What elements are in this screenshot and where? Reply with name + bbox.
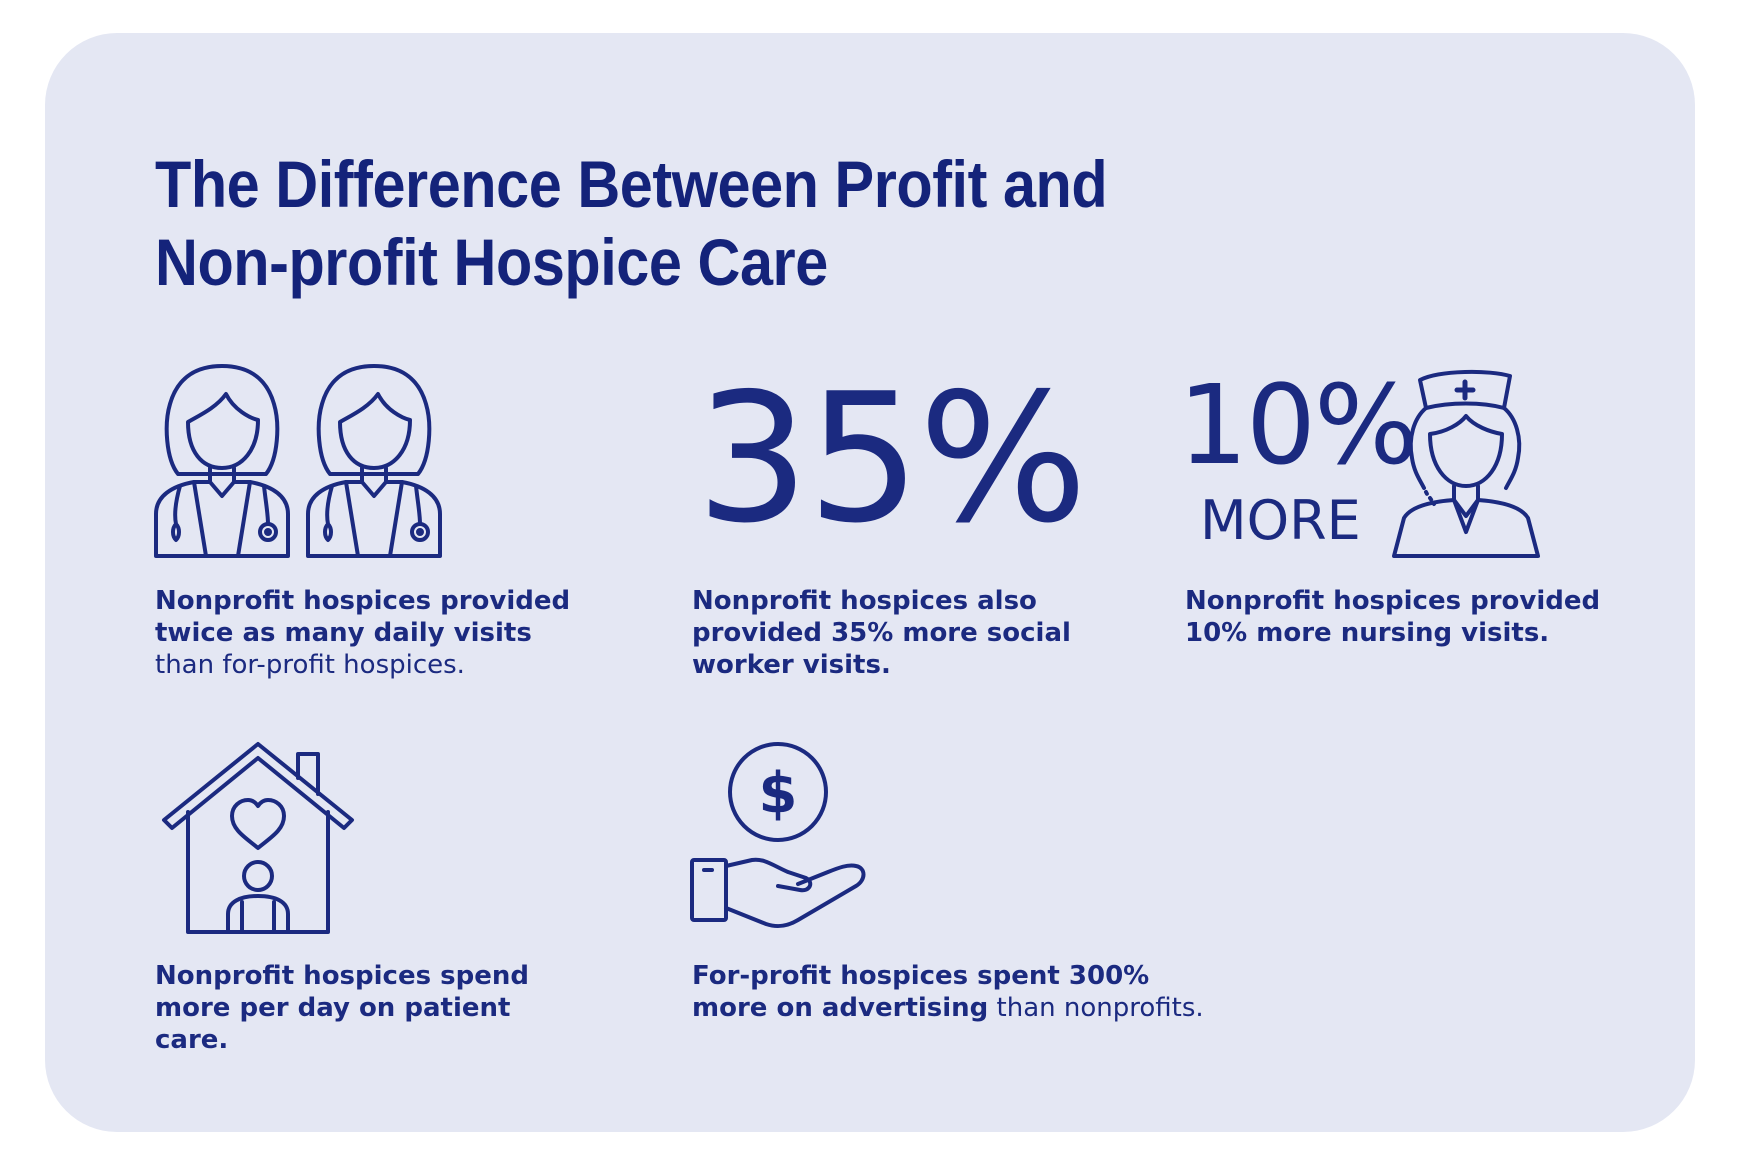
two-female-doctors-icon [154,364,450,558]
title-line-2: Non-profit Hospice Care [155,225,828,299]
stat-10-percent: 10% [1178,361,1418,489]
caption-nursing-visits: Nonprofit hospices provided 10% more nur… [1185,586,1601,648]
caption-advertising-spending: For-profit hospices spent 300% more on a… [692,961,1204,1023]
caption-daily-visits: Nonprofit hospices provided twice as man… [155,586,571,680]
caption-patient-care-spending: Nonprofit hospices spend more per day on… [155,961,529,1055]
hand-dollar-coin-icon: $ [688,742,870,934]
page-title: The Difference Between Profit and Non-pr… [155,145,1108,301]
svg-text:$: $ [759,761,798,826]
nurse-icon [1390,368,1548,558]
stat-35-percent: 35% [696,355,1088,562]
title-line-1: The Difference Between Profit and [155,147,1108,221]
stat-more-label: MORE [1200,489,1361,552]
infographic-card [45,33,1695,1132]
house-heart-person-icon [162,742,354,934]
caption-social-worker-visits: Nonprofit hospices also provided 35% mor… [692,586,1071,680]
